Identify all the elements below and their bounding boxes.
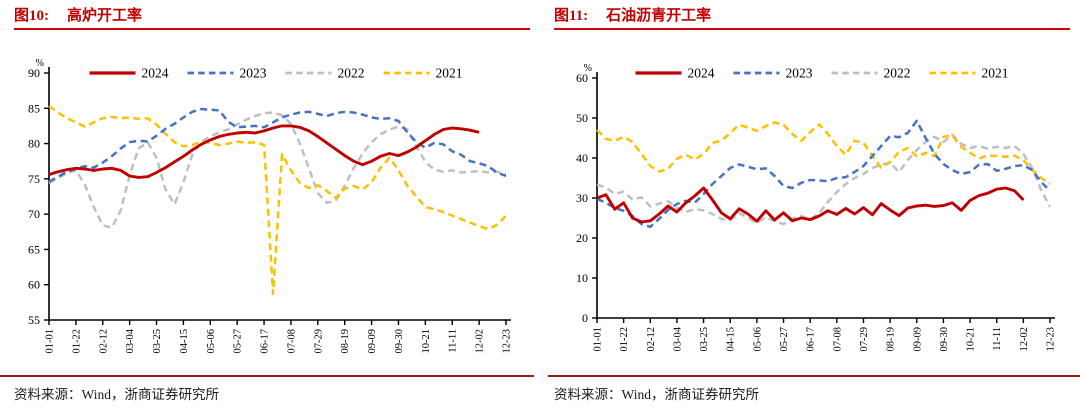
y-tick-label: 40 [576, 151, 588, 165]
x-tick-label: 09-09 [912, 327, 923, 352]
x-tick-label: 01-22 [619, 327, 630, 352]
series-2024-line [596, 186, 1025, 224]
figure-number-label: 图10: [14, 8, 49, 24]
series-2022-line [48, 111, 507, 229]
x-tick-label: 05-06 [206, 329, 217, 354]
x-tick-label: 11-11 [448, 329, 459, 353]
y-tick-label: 60 [28, 278, 40, 292]
x-tick-label: 01-01 [593, 327, 604, 352]
y-tick-label: 70 [28, 207, 40, 221]
figure-title: 图10: 高炉开工率 [14, 4, 142, 25]
x-tick-label: 07-29 [313, 329, 324, 354]
x-tick-label: 09-30 [939, 327, 950, 352]
figure-title-text: 高炉开工率 [67, 8, 143, 24]
series-2021-line [48, 105, 507, 296]
y-tick-label: 0 [582, 311, 588, 325]
x-tick-label: 12-23 [1046, 327, 1057, 352]
x-tick-label: 05-06 [752, 327, 763, 352]
series-2023-line [48, 107, 507, 183]
title-underline [554, 28, 1070, 30]
y-tick-label: 10 [576, 271, 588, 285]
x-tick-label: 04-15 [726, 327, 737, 352]
x-tick-label: 03-25 [699, 327, 710, 352]
y-tick-label: 80 [28, 137, 40, 151]
legend-label-2024: 2024 [688, 66, 715, 81]
x-tick-label: 07-29 [859, 327, 870, 352]
x-tick-label: 02-12 [98, 329, 109, 354]
legend-label-2021: 2021 [982, 66, 1009, 81]
x-tick-label: 11-11 [992, 327, 1003, 351]
figure-title-text: 石油沥青开工率 [606, 8, 712, 24]
x-tick-label: 09-09 [367, 329, 378, 354]
series-2022-line [596, 133, 1052, 226]
x-tick-label: 03-04 [125, 328, 136, 353]
x-tick-label: 01-01 [45, 329, 56, 354]
x-tick-label: 03-04 [672, 326, 683, 351]
x-tick-label: 07-08 [832, 327, 843, 352]
y-tick-label: 60 [576, 71, 588, 85]
x-tick-label: 05-27 [233, 329, 244, 354]
series-2023-line [596, 119, 1051, 229]
source-note: 资料来源：Wind，浙商证券研究所 [14, 387, 219, 402]
y-axis-unit: % [36, 58, 44, 69]
y-tick-label: 55 [28, 313, 40, 327]
legend-label-2022: 2022 [338, 66, 365, 81]
x-tick-label: 07-08 [286, 329, 297, 354]
y-tick-label: 65 [28, 242, 40, 256]
figure-number-label: 图11: [554, 8, 589, 24]
legend-label-2023: 2023 [240, 66, 267, 81]
x-tick-label: 10-21 [966, 327, 977, 352]
x-tick-label: 04-15 [179, 329, 190, 354]
x-tick-label: 08-19 [886, 327, 897, 352]
blast-furnace-line-chart: 55 60 65 70 75 80 85 90% 01-01 01-22 02-12 03-04 03-… [28, 58, 513, 354]
x-tick-label: 06-17 [806, 327, 817, 352]
y-tick-label: 20 [576, 231, 588, 245]
figure-panel-left: 图10: 高炉开工率 55 60 65 70 75 80 85 90% 01-01 01-22 02-… [0, 4, 534, 402]
x-tick-label: 10-21 [421, 329, 432, 354]
series-2024-line [48, 124, 480, 179]
footer-rule [548, 375, 1080, 377]
x-tick-label: 12-23 [502, 329, 513, 354]
title-underline [14, 28, 530, 30]
x-tick-label: 08-19 [340, 329, 351, 354]
y-tick-label: 50 [576, 111, 588, 125]
series-2021-line [596, 121, 1051, 186]
y-tick-label: 30 [576, 191, 588, 205]
x-tick-label: 05-27 [779, 327, 790, 352]
footer-rule [0, 375, 534, 377]
figure-panel-right: 图11: 石油沥青开工率 0 10 20 30 40 50 60% 01-01 01-22 02-1… [540, 0, 1080, 411]
y-tick-label: 75 [28, 172, 40, 186]
y-tick-label: 85 [28, 101, 40, 115]
legend-label-2024: 2024 [142, 66, 169, 81]
source-note: 资料来源：Wind，浙商证券研究所 [554, 387, 759, 402]
y-axis-unit: % [584, 63, 592, 74]
legend-label-2023: 2023 [786, 66, 813, 81]
figure-title: 图11: 石油沥青开工率 [554, 4, 711, 25]
x-tick-label: 03-25 [152, 329, 163, 354]
asphalt-line-chart: 0 10 20 30 40 50 60% 01-01 01-22 02-12 03-04 03-25 0… [576, 63, 1057, 352]
x-tick-label: 12-02 [1019, 327, 1030, 352]
x-tick-label: 09-30 [394, 329, 405, 354]
x-tick-label: 01-22 [71, 329, 82, 354]
x-tick-label: 06-17 [260, 329, 271, 354]
legend-label-2022: 2022 [884, 66, 911, 81]
legend-label-2021: 2021 [436, 66, 463, 81]
x-tick-label: 12-02 [475, 329, 486, 354]
x-tick-label: 02-12 [646, 327, 657, 352]
y-tick-label: 90 [28, 66, 40, 80]
